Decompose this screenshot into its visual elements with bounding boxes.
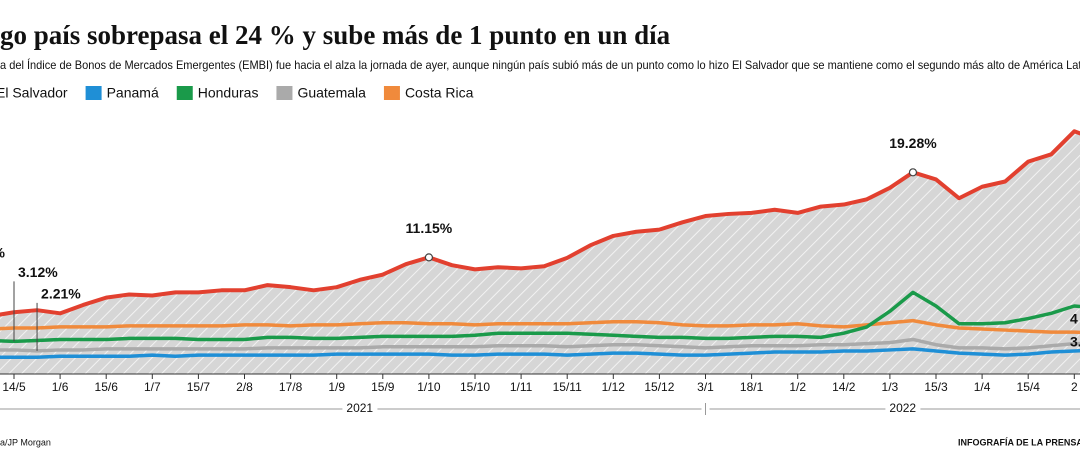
x-tick-label: 1/2 (789, 380, 806, 394)
x-tick-label: 1/7 (144, 380, 161, 394)
year-label: 2022 (889, 401, 916, 415)
legend-swatch (276, 86, 293, 100)
x-tick-label: 15/11 (553, 380, 582, 394)
line (0, 290, 1080, 344)
line (0, 347, 1080, 360)
x-tick-label: 1/12 (602, 380, 626, 394)
data-label: 11.15% (406, 220, 453, 236)
x-tick-label: 1/11 (510, 380, 533, 394)
data-label: 2.21% (41, 286, 81, 302)
annotation: 4 (1070, 311, 1078, 327)
x-tick-label: 15/6 (95, 380, 119, 394)
x-tick-label: 1/10 (417, 380, 441, 394)
x-tick-label: 18/1 (740, 380, 764, 394)
x-tick-label: 14/5 (2, 380, 26, 394)
data-label: 19.28% (889, 135, 937, 151)
credit: INFOGRAFÍA DE LA PRENSA/AGUS (958, 437, 1080, 447)
data-label: 3.12% (18, 264, 58, 280)
legend-label: Guatemala (297, 85, 366, 101)
x-tick-label: 2/8 (236, 380, 253, 394)
legend-swatch (176, 86, 193, 100)
chart-title: go país sobrepasa el 24 % y sube más de … (0, 20, 671, 50)
x-tick-label: 15/7 (187, 380, 211, 394)
legend-label: Honduras (198, 85, 259, 101)
x-tick-label: 15/9 (371, 380, 395, 394)
legend-swatch (85, 86, 102, 100)
legend-label: Panamá (107, 85, 159, 101)
legend-swatch (383, 86, 400, 100)
legend-label: El Salvador (0, 85, 68, 101)
area (0, 131, 1080, 374)
x-tick-label: 1/4 (974, 380, 991, 394)
line (0, 318, 1080, 335)
line (0, 337, 1080, 353)
x-tick-label: 1/3 (882, 380, 899, 394)
x-tick-label: 3/1 (697, 380, 714, 394)
point-marker (908, 168, 918, 177)
point-marker (424, 253, 433, 262)
legend-label: Costa Rica (405, 85, 474, 101)
x-tick-label: 1/6 (52, 380, 69, 394)
x-tick-label: 15/12 (644, 380, 674, 394)
annotation: 3. (1070, 334, 1080, 350)
source: a/JP Morgan (0, 437, 51, 447)
x-tick-label: 14/2 (832, 380, 856, 394)
x-tick-label: 15/4 (1017, 380, 1041, 394)
year-bg (342, 401, 378, 416)
x-tick-label: 17/8 (279, 380, 303, 394)
x-tick-label: 15/3 (924, 380, 948, 394)
x-tick-label: 1/9 (328, 380, 345, 394)
data-label: 54% (0, 245, 6, 261)
x-tick-label: 15/10 (460, 380, 490, 394)
x-tick-label: 2 (1071, 380, 1078, 394)
subtitle: a del Índice de Bonos de Mercados Emerge… (0, 57, 1080, 72)
year-label: 2021 (346, 401, 373, 415)
year-bg (885, 401, 921, 416)
